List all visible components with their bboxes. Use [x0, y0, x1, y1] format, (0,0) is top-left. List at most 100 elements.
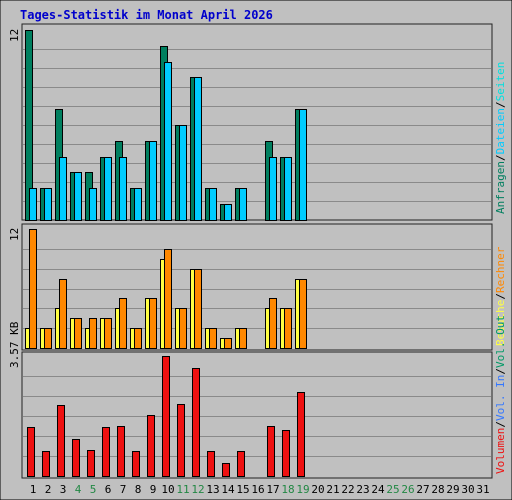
bar-rechner [284, 308, 292, 349]
legend-separator: / [494, 154, 507, 161]
y-max-tick-label-1: 12 [8, 228, 21, 241]
bar-rechner [299, 279, 307, 349]
legend-top: Anfragen/Dateien/Seiten [494, 62, 507, 214]
x-tick-label: 29 [446, 483, 459, 496]
bar-dateien [74, 172, 82, 221]
x-tick-label: 28 [431, 483, 444, 496]
x-tick-label: 10 [161, 483, 174, 496]
x-tick-label: 23 [356, 483, 369, 496]
bar-rechner [29, 229, 37, 349]
x-tick-label: 31 [476, 483, 489, 496]
bar-volumen [177, 404, 185, 477]
legend-entry-rechner: Rechner [494, 246, 507, 293]
chart-title: Tages-Statistik im Monat April 2026 [20, 8, 273, 22]
x-tick-label: 9 [150, 483, 157, 496]
bar-volumen [207, 451, 215, 477]
bar-dateien [194, 77, 202, 221]
x-tick-label: 11 [176, 483, 189, 496]
bar-volumen [72, 439, 80, 477]
x-tick-label: 8 [135, 483, 142, 496]
x-tick-label: 26 [401, 483, 414, 496]
bar-volumen [237, 451, 245, 477]
bar-dateien [179, 125, 187, 221]
bar-rechner [74, 318, 82, 349]
bar-dateien [104, 157, 112, 221]
bar-dateien [224, 204, 232, 221]
bar-rechner [134, 328, 142, 349]
bar-dateien [284, 157, 292, 221]
bar-volumen [87, 450, 95, 477]
x-tick-label: 6 [105, 483, 112, 496]
x-tick-label: 13 [206, 483, 219, 496]
bar-rechner [194, 269, 202, 349]
bar-dateien [119, 157, 127, 221]
bar-dateien [134, 188, 142, 221]
x-tick-label: 25 [386, 483, 399, 496]
bar-dateien [44, 188, 52, 221]
x-tick-label: 16 [251, 483, 264, 496]
bar-rechner [239, 328, 247, 349]
bar-rechner [209, 328, 217, 349]
legend-entry-dateien: Dateien [494, 108, 507, 154]
x-tick-label: 17 [266, 483, 279, 496]
bar-rechner [164, 249, 172, 349]
bar-dateien [164, 62, 172, 221]
bar-dateien [209, 188, 217, 221]
x-tick-label: 21 [326, 483, 339, 496]
bar-volumen [147, 415, 155, 477]
x-tick-label: 15 [236, 483, 249, 496]
legend-entry-vol-out: Vol. Out [494, 315, 507, 368]
x-tick-label: 7 [120, 483, 127, 496]
x-tick-label: 1 [30, 483, 37, 496]
x-tick-label: 22 [341, 483, 354, 496]
legend-separator: / [494, 421, 507, 428]
x-tick-label: 12 [191, 483, 204, 496]
x-tick-label: 18 [281, 483, 294, 496]
bar-dateien [89, 188, 97, 221]
bar-volumen [267, 426, 275, 477]
x-tick-label: 20 [311, 483, 324, 496]
bar-volumen [42, 451, 50, 477]
bar-rechner [89, 318, 97, 349]
bar-volumen [162, 356, 170, 477]
bar-dateien [239, 188, 247, 221]
bar-rechner [224, 338, 232, 349]
legend-entry-seiten: Seiten [494, 62, 507, 102]
x-tick-label: 24 [371, 483, 385, 496]
bar-volumen [57, 405, 65, 477]
bar-volumen [297, 392, 305, 477]
bar-rechner [149, 298, 157, 349]
legend-separator: / [494, 368, 507, 375]
legend-separator: / [494, 293, 507, 300]
legend-bottom: Volumen/Vol. In/Vol. Out [494, 315, 507, 474]
bar-rechner [119, 298, 127, 349]
bar-dateien [299, 109, 307, 221]
legend-entry-besuche: Besuche [494, 300, 507, 346]
legend-separator: / [494, 101, 507, 108]
legend-entry-volumen: Volumen [494, 428, 507, 474]
bar-volumen [102, 427, 110, 477]
bar-dateien [59, 157, 67, 221]
bar-rechner [179, 308, 187, 349]
bar-dateien [269, 157, 277, 221]
x-tick-label: 3 [60, 483, 67, 496]
bar-rechner [44, 328, 52, 349]
x-tick-label: 19 [296, 483, 309, 496]
bar-rechner [59, 279, 67, 349]
x-tick-label: 2 [45, 483, 52, 496]
bar-dateien [29, 188, 37, 221]
bar-volumen [192, 368, 200, 477]
bar-volumen [27, 427, 35, 477]
y-max-tick-label-2: 3.57 KB [8, 321, 21, 368]
bar-volumen [117, 426, 125, 477]
legend-entry-anfragen: Anfragen [494, 161, 507, 214]
bar-rechner [104, 318, 112, 349]
bar-rechner [269, 298, 277, 349]
legend-middle: Besuche/Rechner [494, 246, 507, 346]
bar-dateien [149, 141, 157, 221]
x-tick-label: 5 [90, 483, 97, 496]
x-tick-label: 27 [416, 483, 429, 496]
bar-volumen [132, 451, 140, 477]
